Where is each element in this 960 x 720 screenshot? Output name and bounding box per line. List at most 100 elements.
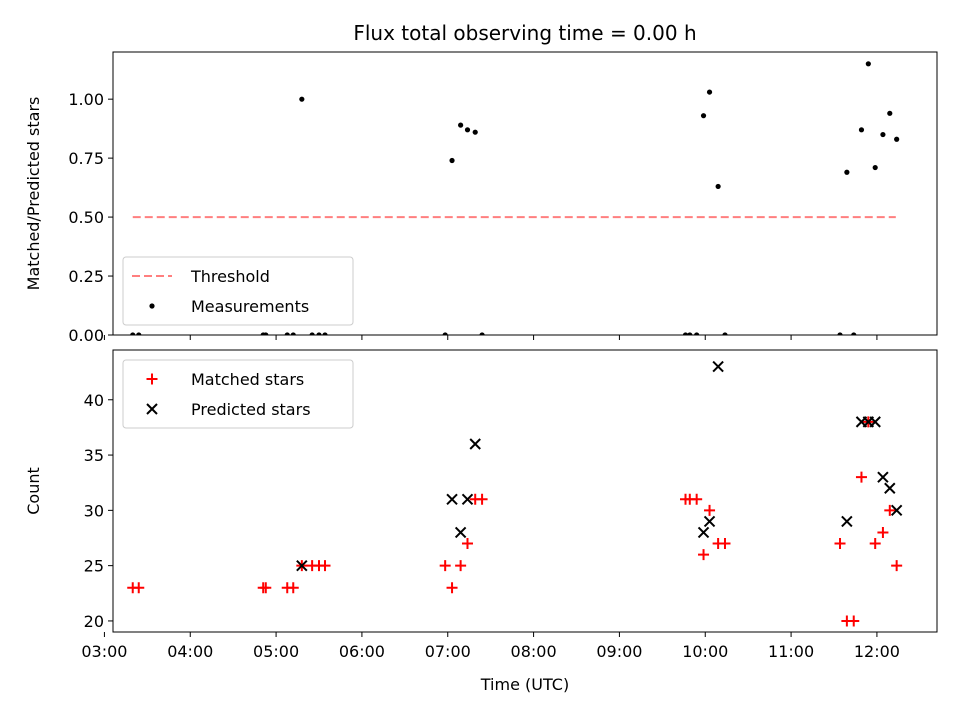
data-layer	[130, 61, 900, 335]
y-axis-label: Count	[24, 467, 43, 515]
x-tick-label: 08:00	[511, 642, 557, 661]
legend-box	[122, 256, 354, 326]
measurement-point	[706, 89, 713, 95]
measurement-point	[479, 332, 485, 335]
y-tick-label: 0.00	[68, 326, 104, 345]
y-tick-label: 0.75	[68, 149, 104, 168]
y-tick-label: 0.50	[68, 208, 104, 227]
measurement-point	[694, 332, 700, 335]
legend-marker-matched	[146, 373, 158, 385]
legend-entry-label: Matched stars	[191, 370, 304, 389]
legend-marker-measurements	[149, 303, 155, 309]
measurement-point	[865, 61, 871, 67]
measurement-point	[700, 113, 707, 119]
measurement-point	[722, 332, 728, 335]
measurement-point	[136, 332, 142, 335]
y-tick-label: 0.25	[68, 267, 104, 286]
predicted-star-point	[296, 559, 308, 572]
legend-entry-label: Predicted stars	[191, 400, 311, 419]
x-axis-label: Time (UTC)	[480, 675, 569, 694]
matched-star-point	[704, 504, 716, 516]
measurement-point	[290, 332, 296, 335]
bottom-panel: 20 25 30 35 40 03:00 04:00 05:00 06:00 07:00 08:00…	[24, 349, 938, 694]
predicted-star-point	[841, 515, 853, 528]
data-layer	[127, 360, 903, 627]
matched-star-point	[260, 582, 272, 594]
x-tick-label: 06:00	[339, 642, 385, 661]
measurement-point	[715, 183, 721, 190]
matched-star-point	[455, 560, 467, 572]
measurement-point	[851, 332, 857, 335]
matched-star-point	[855, 471, 867, 483]
matched-star-point	[439, 560, 451, 572]
chart-title: Flux total observing time = 0.00 h	[353, 21, 696, 45]
y-tick-label: 30	[84, 501, 104, 520]
measurement-point	[458, 122, 464, 128]
matched-star-point	[891, 560, 903, 572]
measurement-point	[887, 110, 893, 116]
matched-star-point	[476, 493, 488, 505]
predicted-star-point	[884, 482, 896, 494]
legend: Matched stars Predicted stars	[122, 359, 354, 429]
matched-star-point	[691, 493, 703, 505]
top-panel: 0.00 0.25 0.50 0.75 1.00 Matched/Predicted st…	[24, 21, 938, 345]
x-tick-label: 04:00	[167, 642, 213, 661]
x-tick-label: 10:00	[682, 642, 728, 661]
legend: Threshold Measurements	[122, 256, 354, 326]
measurement-point	[130, 332, 136, 335]
axes-frame	[112, 51, 938, 336]
matched-star-point	[133, 582, 145, 594]
predicted-star-point	[454, 526, 467, 539]
measurement-point	[872, 164, 878, 171]
predicted-star-point	[703, 515, 716, 528]
matched-star-point	[461, 538, 473, 550]
measurement-point	[858, 127, 865, 133]
predicted-star-point	[469, 438, 481, 450]
matched-star-point	[319, 560, 331, 572]
measurement-point	[284, 332, 290, 335]
measurement-point	[263, 332, 269, 335]
x-tick-label: 05:00	[253, 642, 299, 661]
matched-star-point	[698, 549, 710, 561]
x-tick-label: 07:00	[425, 642, 471, 661]
predicted-star-point	[461, 493, 474, 506]
predicted-star-point	[446, 493, 458, 506]
x-tick-label: 09:00	[596, 642, 642, 661]
y-tick-label: 35	[84, 446, 104, 465]
y-tick-label: 25	[84, 557, 104, 576]
matched-star-point	[287, 582, 299, 594]
legend-entry-label: Measurements	[191, 297, 309, 316]
matched-star-point	[719, 538, 731, 550]
legend-entry-label: Threshold	[190, 267, 270, 286]
matched-star-point	[869, 538, 881, 550]
measurement-point	[844, 169, 850, 175]
x-tick-label: 11:00	[768, 642, 814, 661]
axes-frame	[112, 349, 938, 633]
matched-star-point	[834, 538, 846, 550]
predicted-star-point	[712, 360, 724, 373]
measurement-point	[837, 332, 843, 335]
measurement-point	[687, 332, 693, 335]
measurement-point	[299, 96, 305, 102]
predicted-star-point	[869, 416, 881, 428]
measurement-point	[316, 332, 322, 335]
predicted-star-point	[890, 504, 903, 517]
measurement-point	[309, 332, 315, 335]
legend-marker-predicted	[146, 403, 158, 415]
measurement-point	[322, 332, 328, 335]
y-tick-label: 40	[84, 391, 104, 410]
y-axis-label: Matched/Predicted stars	[24, 97, 43, 291]
measurement-point	[442, 332, 448, 335]
y-tick-label: 20	[84, 612, 104, 631]
legend-box	[122, 359, 354, 429]
measurement-point	[682, 332, 689, 335]
x-tick-label: 12:00	[854, 642, 900, 661]
matched-star-point	[848, 615, 860, 627]
measurement-point	[464, 127, 471, 133]
predicted-star-point	[697, 526, 710, 539]
measurement-point	[472, 129, 478, 135]
x-tick-label: 03:00	[81, 642, 127, 661]
matched-star-point	[884, 504, 896, 516]
measurement-point	[894, 136, 900, 142]
